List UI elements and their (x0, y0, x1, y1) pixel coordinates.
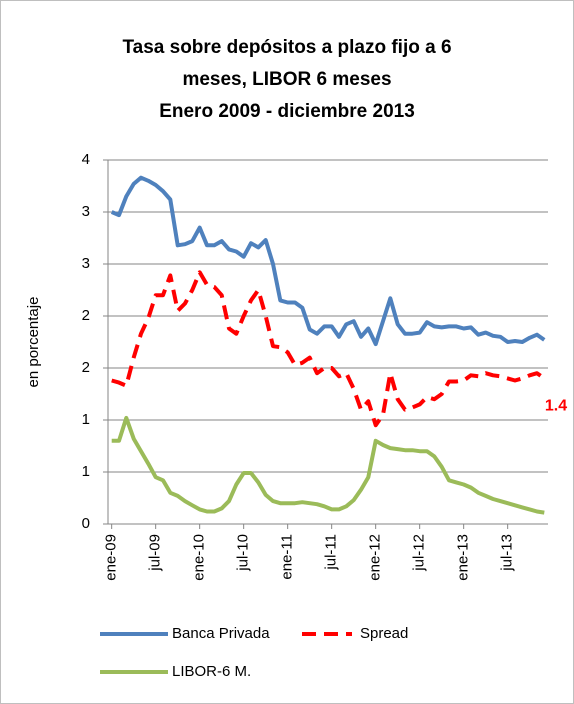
x-tick-label: jul-11 (323, 534, 340, 571)
x-tick-label: ene-10 (191, 534, 208, 581)
x-tick-label: jul-10 (235, 534, 252, 572)
series-line (111, 415, 545, 515)
chart-title: Enero 2009 - diciembre 2013 (159, 101, 415, 122)
x-tick-label: jul-13 (499, 534, 516, 572)
x-tick-label: ene-12 (367, 534, 384, 581)
y-tick-label: 4 (82, 151, 90, 168)
series-line (111, 270, 546, 428)
legend-label: Spread (360, 625, 408, 642)
y-tick-label: 2 (82, 307, 90, 324)
x-tick-label: ene-09 (103, 534, 120, 581)
x-tick-label: jul-09 (147, 534, 164, 572)
y-tick-label: 1 (82, 411, 90, 428)
y-tick-label: 0 (82, 515, 90, 532)
y-tick-label: 3 (82, 203, 90, 220)
data-label: 1.4 (545, 398, 567, 415)
y-tick-label: 1 (82, 463, 90, 480)
chart-title: Tasa sobre depósitos a plazo fijo a 6 (122, 37, 451, 58)
series-line (110, 175, 546, 347)
x-tick-label: ene-11 (279, 534, 296, 580)
legend-label: Banca Privada (172, 625, 270, 642)
y-axis-label: en porcentaje (25, 297, 42, 388)
legend-label: LIBOR-6 M. (172, 663, 251, 680)
x-tick-label: ene-13 (455, 534, 472, 581)
y-tick-label: 3 (82, 255, 90, 272)
x-tick-label: jul-12 (411, 534, 428, 572)
y-tick-label: 2 (82, 359, 90, 376)
chart-title: meses, LIBOR 6 meses (182, 69, 391, 90)
